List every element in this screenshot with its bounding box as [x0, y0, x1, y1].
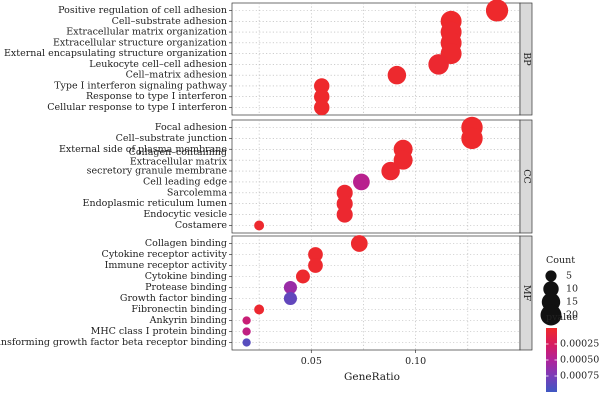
- pvalue-legend-label: 0.00050: [560, 355, 599, 366]
- count-legend-key: [545, 270, 557, 282]
- term-label: Transforming growth factor beta receptor…: [0, 337, 227, 348]
- x-tick-label: 0.05: [301, 356, 322, 367]
- facet-strip-label: BP: [521, 52, 532, 66]
- term-label: Response to type I interferon: [86, 91, 227, 102]
- pvalue-legend: pvalue 0.00025 0.00050 0.00075: [546, 312, 599, 392]
- count-legend-key: [543, 281, 559, 297]
- dot-point: [283, 280, 297, 295]
- term-label: Cellular response to type I interferon: [47, 102, 227, 113]
- term-label-line: Collagen–containing: [129, 147, 227, 158]
- term-label: Sarcolemma: [167, 187, 227, 198]
- dot-point: [387, 65, 407, 85]
- count-legend-label: 20: [566, 310, 578, 321]
- term-label: Cell leading edge: [143, 176, 227, 187]
- term-label: Cell–matrix adhesion: [126, 70, 227, 81]
- term-label: Fibronectin binding: [131, 304, 227, 315]
- dot-point: [314, 78, 330, 94]
- count-legend-label: 15: [566, 297, 578, 308]
- dot-point: [295, 269, 310, 284]
- term-label: Ankyrin binding: [149, 315, 227, 326]
- term-label: Protease binding: [145, 282, 227, 293]
- term-label: Endoplasmic reticulum lumen: [83, 198, 227, 209]
- term-label: Extracellular matrix organization: [66, 27, 227, 38]
- term-label: Positive regulation of cell adhesion: [58, 5, 227, 16]
- dot-point: [314, 89, 330, 105]
- term-label: secretory granule membrane: [87, 166, 228, 177]
- panel-background: [231, 2, 521, 116]
- term-label: Collagen–containing Extracellular matrix: [129, 147, 228, 168]
- dot-point: [254, 220, 265, 231]
- term-label: Costamere: [175, 220, 228, 231]
- term-label: Cell–substrate junction: [116, 133, 227, 144]
- count-legend-key: [540, 304, 562, 326]
- dot-point: [308, 258, 323, 273]
- term-label: External encapsulating structure organiz…: [4, 48, 227, 59]
- term-label: Leukocyte cell–cell adhesion: [89, 59, 227, 70]
- term-label: Cytokine binding: [145, 271, 227, 282]
- pvalue-colorbar: [546, 328, 557, 392]
- count-legend-label: 10: [566, 284, 578, 295]
- term-label: Immune receptor activity: [105, 260, 228, 271]
- dot-point: [393, 150, 413, 170]
- dot-point: [308, 247, 323, 262]
- facet-strip: [519, 2, 533, 116]
- panel-background: [231, 235, 521, 351]
- term-label: Extracellular structure organization: [53, 37, 227, 48]
- dot-point: [353, 173, 370, 191]
- x-axis: 0.05 0.10: [301, 350, 426, 367]
- term-label: Cell–substrate adhesion: [112, 16, 227, 27]
- dot-point: [428, 54, 449, 75]
- term-label: Growth factor binding: [120, 293, 227, 304]
- facet-strip-label: CC: [521, 169, 532, 184]
- count-legend-title: Count: [546, 255, 575, 266]
- facet-strip: [519, 235, 533, 351]
- dot-point: [254, 304, 265, 315]
- x-axis-title: GeneRatio: [344, 371, 400, 383]
- facet-strip: [519, 119, 533, 234]
- dot-point: [242, 316, 251, 325]
- dot-point: [242, 327, 251, 336]
- facet-strip-label: MF: [521, 285, 532, 302]
- dot-point: [283, 291, 297, 306]
- term-label-line: Extracellular matrix: [130, 157, 228, 168]
- pvalue-legend-title: pvalue: [546, 312, 578, 323]
- dot-point: [350, 235, 368, 252]
- term-label: Type I interferon signaling pathway: [54, 80, 227, 91]
- term-label: MHC class I protein binding: [91, 326, 227, 337]
- count-legend-label: 5: [566, 271, 572, 282]
- dot-point: [336, 206, 353, 223]
- dot-point: [461, 127, 483, 150]
- term-label: External side of plasma membrane: [59, 144, 227, 155]
- term-label: Collagen binding: [145, 238, 227, 249]
- term-label: Endocytic vesicle: [143, 209, 227, 220]
- term-label: Cytokine receptor activity: [102, 249, 228, 260]
- pvalue-legend-label: 0.00075: [560, 371, 599, 382]
- count-legend: Count 5 10 15 20: [540, 255, 578, 326]
- dot-point: [314, 99, 330, 116]
- pvalue-legend-label: 0.00025: [560, 339, 599, 350]
- x-tick-label: 0.10: [405, 356, 426, 367]
- term-label: Focal adhesion: [155, 122, 227, 133]
- dot-point: [242, 338, 251, 347]
- dot-point: [381, 161, 400, 181]
- dot-point: [485, 0, 509, 22]
